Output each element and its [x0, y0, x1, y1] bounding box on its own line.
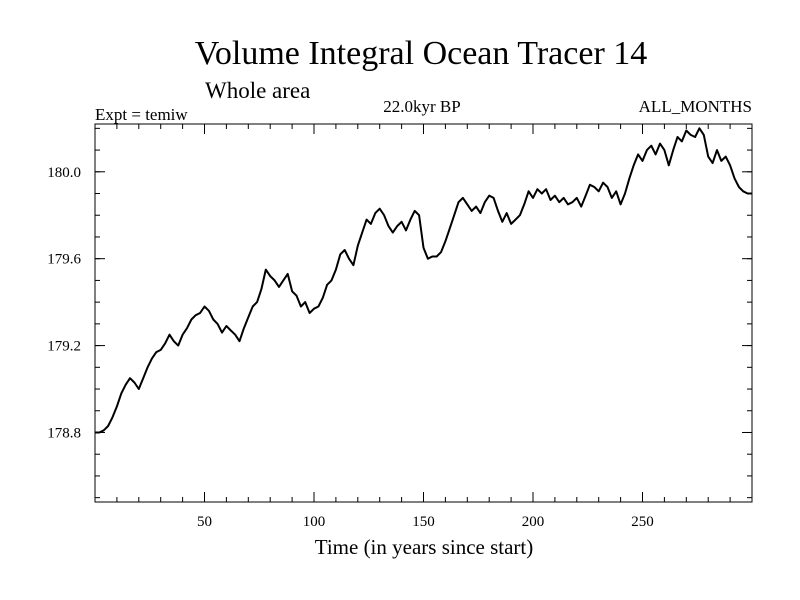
x-axis-label: Time (in years since start) — [315, 535, 534, 559]
x-tick-label: 50 — [197, 514, 212, 530]
y-tick-label: 179.6 — [47, 252, 81, 268]
experiment-label: Expt = temiw — [95, 105, 188, 124]
plot-frame — [94, 123, 753, 503]
axis-ticks — [95, 124, 752, 502]
x-tick-label: 250 — [631, 514, 654, 530]
chart-title: Volume Integral Ocean Tracer 14 — [195, 35, 648, 72]
x-tick-label: 150 — [412, 514, 435, 530]
y-tick-label: 179.2 — [47, 339, 81, 355]
axis-tick-labels: 50 100 150 200 250 178.8 179.2 179.6 180.0 — [47, 165, 654, 530]
x-tick-label: 200 — [522, 514, 545, 530]
y-tick-label: 180.0 — [47, 165, 81, 181]
chart-subtitle: Whole area — [205, 78, 310, 103]
x-tick-label: 100 — [303, 514, 326, 530]
y-tick-label: 178.8 — [47, 425, 81, 441]
months-label: ALL_MONTHS — [639, 97, 752, 116]
series-line — [95, 127, 752, 434]
period-label: 22.0kyr BP — [383, 97, 460, 116]
